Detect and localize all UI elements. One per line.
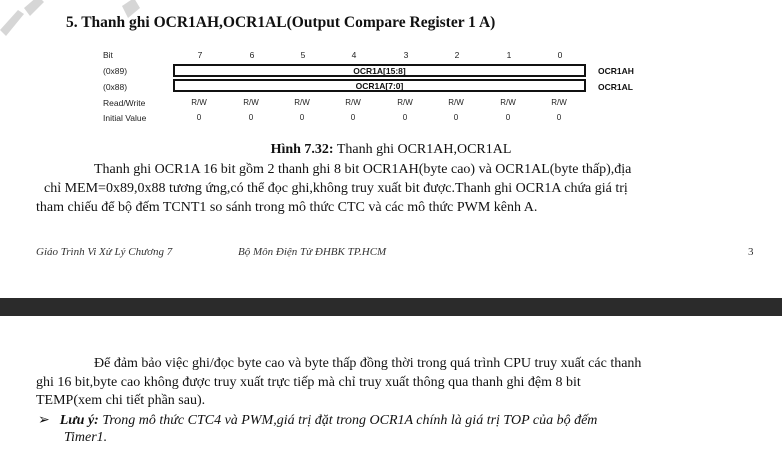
register-high-field: OCR1A[15:8] [173,64,586,77]
section-heading: 5. Thanh ghi OCR1AH,OCR1AL(Output Compar… [66,14,496,31]
note-text: Trong mô thức CTC4 và PWM,giá trị đặt tr… [98,413,598,428]
rw-cell: R/W [345,98,361,107]
initial-value-cell: 0 [350,113,356,122]
rw-cell: R/W [243,98,259,107]
rw-cell: R/W [294,98,310,107]
bit-number: 0 [557,50,563,60]
footer-center: Bộ Môn Điện Tử ĐHBK TP.HCM [238,246,387,258]
bullet-arrow-icon: ➢ [38,413,50,428]
register-low-field: OCR1A[7:0] [173,79,586,92]
document-page-1: 5. Thanh ghi OCR1AH,OCR1AL(Output Compar… [0,0,782,258]
initial-value-label: Initial Value [103,113,147,123]
initial-value-cell: 0 [299,113,305,122]
page-separator [0,298,782,316]
rw-cell: R/W [448,98,464,107]
figure-caption-text: Thanh ghi OCR1AH,OCR1AL [333,142,512,157]
bit-row-label: Bit [103,50,113,60]
initial-value-cell: 0 [505,113,511,122]
bit-number: 6 [249,50,255,60]
initial-value-cell: 0 [196,113,202,122]
address-high: (0x89) [103,66,128,76]
register-name-high: OCR1AH [598,66,634,76]
paragraph-line: chỉ MEM=0x89,0x88 tương ứng,có thể đọc g… [44,181,628,196]
bit-number: 2 [454,50,460,60]
watermark-logo [0,0,140,36]
initial-value-cell: 0 [453,113,459,122]
footer-left: Giáo Trình Vi Xử Lý Chương 7 [36,246,173,258]
note-label: Lưu ý: [59,413,99,428]
bit-number: 1 [506,50,512,60]
paragraph-line: tham chiếu để bộ đếm TCNT1 so sánh trong… [36,200,538,215]
initial-value-cell: 0 [248,113,254,122]
address-low: (0x88) [103,82,128,92]
paragraph-line: TEMP(xem chi tiết phần sau). [36,393,206,408]
bit-number: 5 [300,50,306,60]
note-line-2: Timer1. [64,430,108,445]
paragraph-line: Để đảm bảo việc ghi/đọc byte cao và byte… [94,356,642,371]
figure-caption-prefix: Hình 7.32: [270,142,334,157]
note-line-1: ➢ Lưu ý: Trong mô thức CTC4 và PWM,giá tr… [38,412,597,429]
page-number: 3 [748,246,754,258]
paragraph-line: Thanh ghi OCR1A 16 bit gồm 2 thanh ghi 8… [94,162,632,177]
bit-number: 7 [197,50,203,60]
register-name-low: OCR1AL [598,82,633,92]
paragraph-line: ghi 16 bit,byte cao không được truy xuất… [36,375,581,390]
rw-cell: R/W [191,98,207,107]
figure-caption: Hình 7.32: Thanh ghi OCR1AH,OCR1AL [0,142,782,158]
document-page-2: Để đảm bảo việc ghi/đọc byte cao và byte… [0,316,782,464]
rw-cell: R/W [397,98,413,107]
bit-number: 3 [403,50,409,60]
read-write-label: Read/Write [103,98,146,108]
rw-cell: R/W [500,98,516,107]
initial-value-cell: 0 [402,113,408,122]
rw-cell: R/W [551,98,567,107]
initial-value-cell: 0 [556,113,562,122]
bit-number: 4 [351,50,357,60]
